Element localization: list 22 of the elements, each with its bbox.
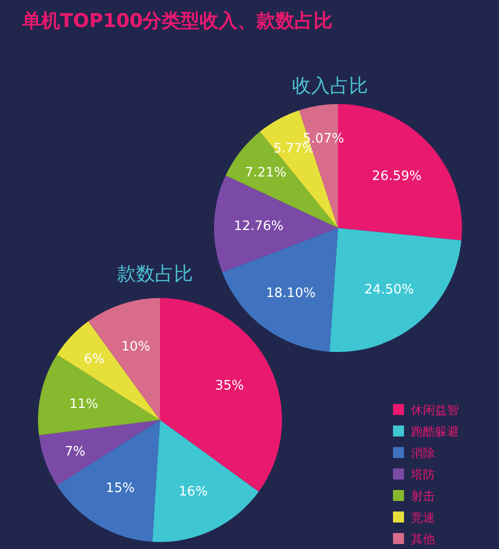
data-label: 16% [178,484,208,500]
legend-label: 竞速 [411,510,435,524]
data-label: 11% [69,396,98,412]
data-label: 24.50% [364,282,414,298]
data-label: 35% [215,378,244,394]
legend-label: 其他 [411,532,435,546]
legend-label: 休闲益智 [411,403,459,417]
data-label: 12.76% [234,219,284,234]
data-label: 18.10% [266,286,316,301]
data-label: 15% [106,481,135,496]
legend-label: 射击 [411,489,435,503]
legend-label: 塔防 [410,468,435,482]
chart-subtitle: 收入占比 [292,75,368,97]
data-label: 7% [64,444,86,460]
data-label: 10% [121,340,150,355]
data-label: 26.59% [372,168,422,184]
data-label: 6% [84,352,104,368]
chart-title: 款数占比 [117,263,193,285]
legend-label: 消除 [411,446,435,460]
legend-label: 跑酷躲避 [411,424,459,438]
data-label: 7.21% [245,166,286,181]
chart-title: 单机TOP100分类型收入、款数占比 [21,10,333,32]
